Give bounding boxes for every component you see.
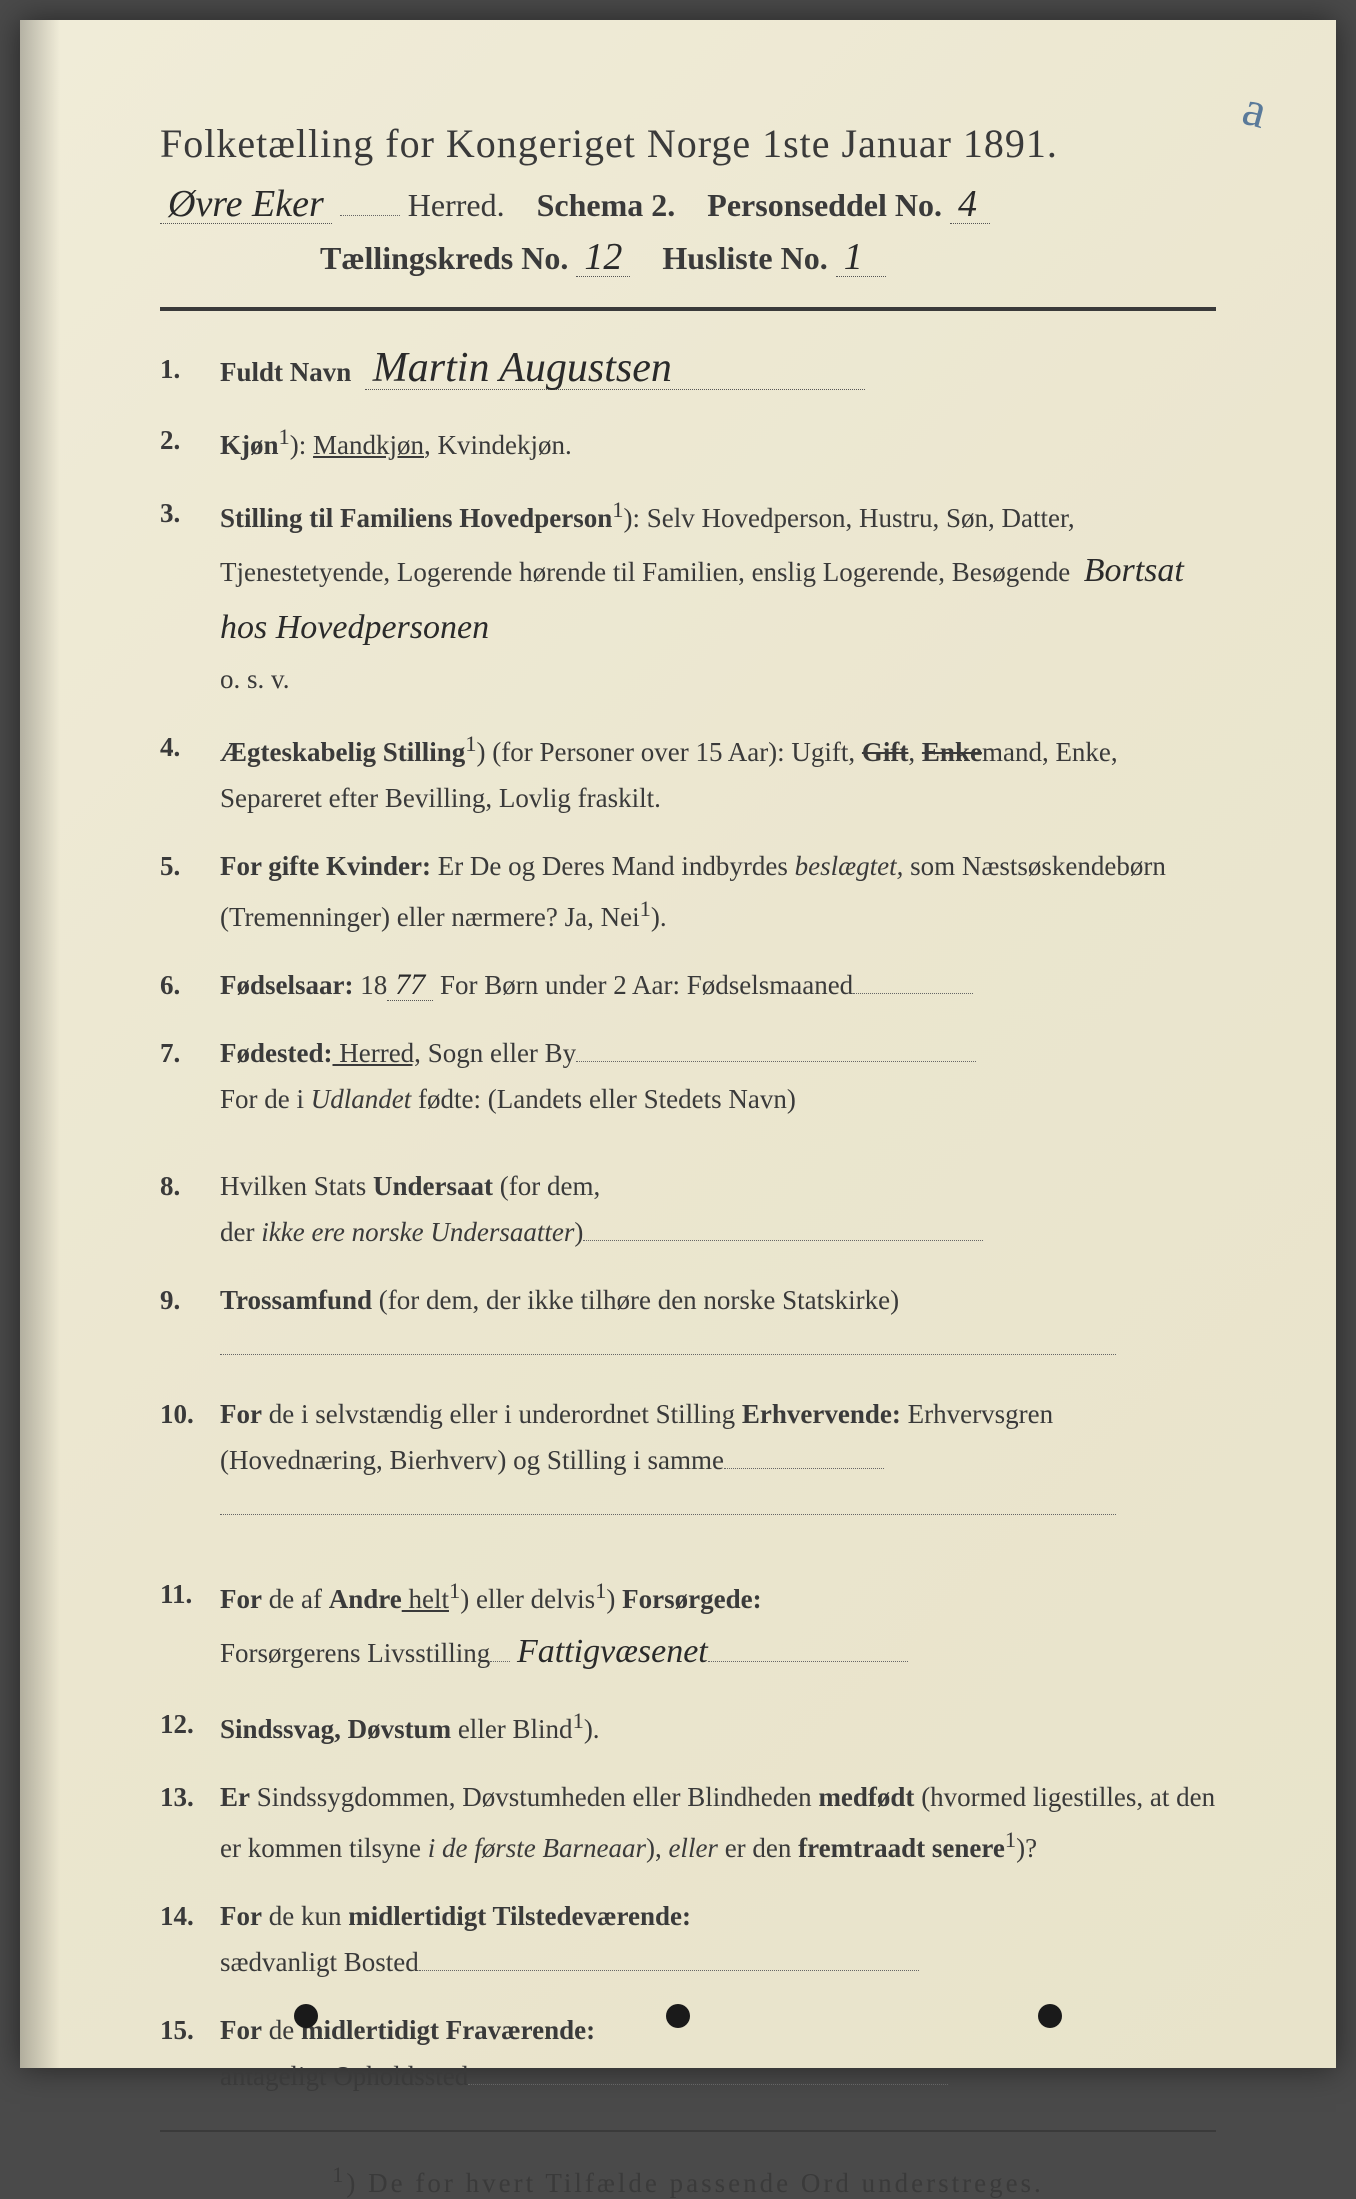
husliste-label: Husliste No. <box>662 240 827 276</box>
staple-icon <box>294 2004 318 2028</box>
herred-handwritten: Øvre Eker <box>160 185 332 224</box>
divider-top <box>160 307 1216 311</box>
item-9: 9. Trossamfund (for dem, der ikke tilhør… <box>160 1278 1216 1370</box>
personseddel-no: 4 <box>950 185 990 224</box>
provider-handwritten: Fattigvæsenet <box>517 1633 708 1670</box>
staple-icon <box>666 2004 690 2028</box>
item-8: 8. Hvilken Stats Undersaat (for dem, der… <box>160 1164 1216 1256</box>
birthyear-handwritten: 77 <box>387 970 433 1001</box>
item-10: 10. For de i selvstændig eller i underor… <box>160 1392 1216 1530</box>
item-11: 11. For de af Andre helt1) eller delvis1… <box>160 1572 1216 1681</box>
item-4: 4. Ægteskabelig Stilling1) (for Personer… <box>160 725 1216 822</box>
item-5: 5. For gifte Kvinder: Er De og Deres Man… <box>160 844 1216 941</box>
item-7: 7. Fødested: Herred, Sogn eller By For d… <box>160 1031 1216 1123</box>
header-line-3: Tællingskreds No. 12 Husliste No. 1 <box>160 238 1216 277</box>
personseddel-label: Personseddel No. <box>707 187 942 223</box>
item-12: 12. Sindssvag, Døvstum eller Blind1). <box>160 1702 1216 1753</box>
gender-selected: Mandkjøn <box>313 430 424 460</box>
item-3: 3. Stilling til Familiens Hovedperson1):… <box>160 491 1216 703</box>
schema-label: Schema 2. <box>537 187 676 223</box>
husliste-no: 1 <box>836 238 886 277</box>
name-handwritten: Martin Augustsen <box>365 347 865 390</box>
kreds-label: Tællingskreds No. <box>320 240 568 276</box>
item-14: 14. For de kun midlertidigt Tilstedevære… <box>160 1894 1216 1986</box>
divider-bottom <box>160 2130 1216 2132</box>
item-2: 2. Kjøn1): Mandkjøn, Kvindekjøn. <box>160 418 1216 469</box>
item-13: 13. Er Sindssygdommen, Døvstumheden elle… <box>160 1775 1216 1872</box>
census-form-page: a Folketælling for Kongeriget Norge 1ste… <box>20 20 1336 2068</box>
item-1: 1. Fuldt Navn Martin Augustsen <box>160 347 1216 396</box>
form-items: 1. Fuldt Navn Martin Augustsen 2. Kjøn1)… <box>160 347 1216 2100</box>
main-title: Folketælling for Kongeriget Norge 1ste J… <box>160 120 1216 167</box>
staple-icon <box>1038 2004 1062 2028</box>
binding-staples <box>20 2004 1336 2028</box>
header-block: Folketælling for Kongeriget Norge 1ste J… <box>160 120 1216 277</box>
herred-label: Herred. <box>408 187 505 223</box>
item-6: 6. Fødselsaar: 1877 For Børn under 2 Aar… <box>160 963 1216 1009</box>
header-line-2: Øvre Eker Herred. Schema 2. Personseddel… <box>160 185 1216 224</box>
corner-annotation: a <box>1237 78 1273 140</box>
kreds-no: 12 <box>576 238 630 277</box>
footnote: 1) De for hvert Tilfælde passende Ord un… <box>160 2162 1216 2199</box>
